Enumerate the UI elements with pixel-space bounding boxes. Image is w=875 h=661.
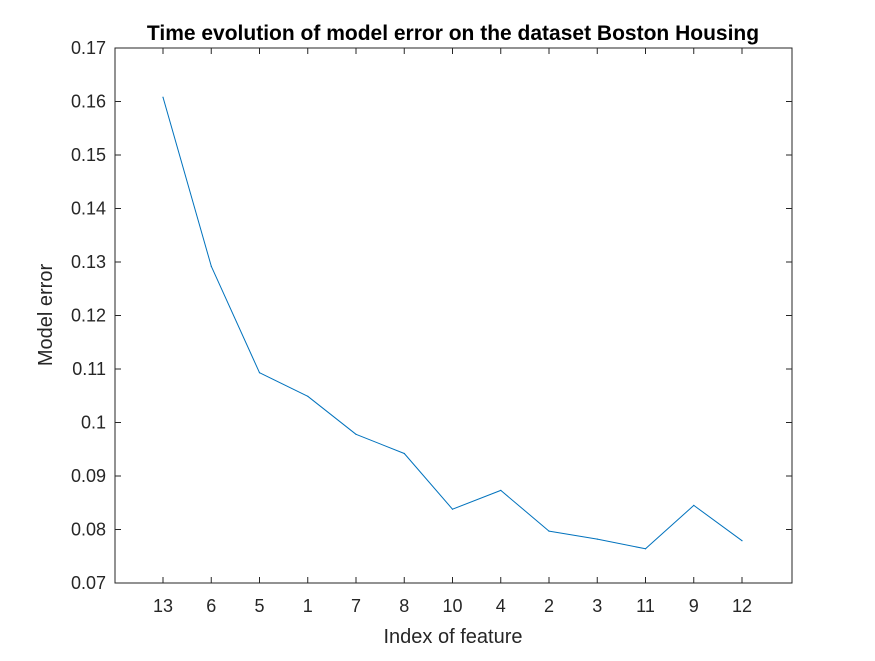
x-tick-label: 7 <box>351 596 361 616</box>
x-tick-label: 4 <box>496 596 506 616</box>
x-tick-label: 10 <box>442 596 462 616</box>
y-axis-label: Model error <box>35 264 57 367</box>
y-tick-label: 0.17 <box>71 38 106 58</box>
y-tick-label: 0.07 <box>71 573 106 593</box>
x-tick-label: 5 <box>254 596 264 616</box>
x-tick-label: 11 <box>636 596 655 616</box>
data-point <box>355 433 357 435</box>
data-point <box>403 452 405 455</box>
data-point <box>644 548 647 550</box>
y-tick-label: 0.14 <box>71 199 106 219</box>
x-tick-label: 8 <box>399 596 409 616</box>
x-tick-label: 2 <box>544 596 554 616</box>
x-tick-label: 9 <box>689 596 699 616</box>
y-tick-label: 0.11 <box>72 359 106 379</box>
y-tick-label: 0.16 <box>71 92 106 112</box>
x-tick-label: 3 <box>592 596 602 616</box>
y-axis: 0.07 0.08 0.09 0.1 0.11 0.12 0.13 0.14 0.15 0.16 0… <box>71 38 792 593</box>
x-tick-label: 1 <box>303 596 313 616</box>
data-point <box>162 96 164 98</box>
series-layer <box>162 96 743 550</box>
y-tick-label: 0.12 <box>71 306 106 326</box>
chart-title: Time evolution of model error on the dat… <box>147 22 759 45</box>
x-tick-label: 6 <box>206 596 216 616</box>
data-point <box>307 395 309 397</box>
data-point <box>210 265 212 267</box>
x-tick-label: 12 <box>732 596 752 616</box>
data-point <box>741 540 743 542</box>
data-point <box>693 504 695 506</box>
series-line <box>162 97 743 550</box>
data-point <box>500 489 502 491</box>
y-tick-label: 0.13 <box>71 252 106 272</box>
y-tick-label: 0.1 <box>81 413 106 433</box>
y-tick-label: 0.09 <box>71 466 106 486</box>
data-point <box>548 530 550 532</box>
x-axis-label: Index of feature <box>384 626 523 648</box>
data-point <box>258 372 261 374</box>
plot-area <box>114 47 793 584</box>
y-tick-label: 0.15 <box>71 145 106 165</box>
data-point <box>451 508 454 510</box>
x-tick-label: 13 <box>153 596 173 616</box>
y-tick-label: 0.08 <box>71 520 106 540</box>
x-axis: 13 6 5 1 7 8 10 4 2 3 11 9 12 <box>153 48 752 616</box>
data-point <box>596 538 598 540</box>
